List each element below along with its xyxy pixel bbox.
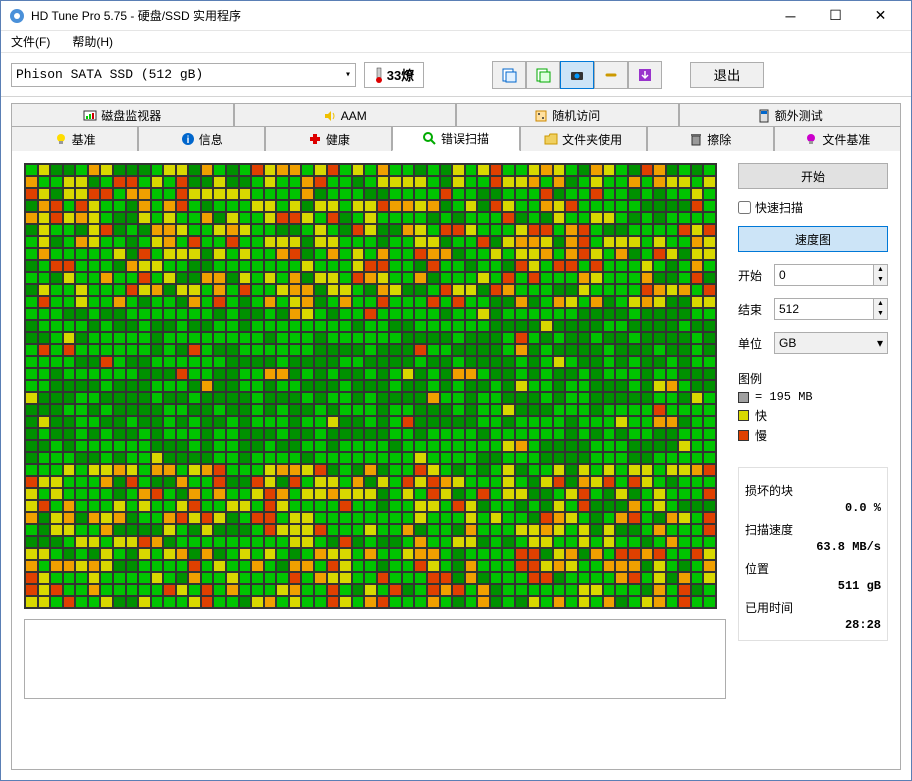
unit-field-label: 单位 [738, 335, 768, 352]
chevron-down-icon: ▾ [345, 69, 351, 81]
stats-panel: 损坏的块 0.0 % 扫描速度 63.8 MB/s 位置 511 gB 已用时间… [738, 467, 888, 641]
random-icon [534, 109, 548, 123]
magnifier-icon [423, 132, 437, 146]
app-icon [9, 8, 25, 24]
trash-icon [689, 132, 703, 146]
calculator-icon [757, 109, 771, 123]
tab-folder-usage[interactable]: 文件夹使用 [520, 126, 647, 151]
save-icon[interactable] [628, 61, 662, 89]
end-spinner[interactable]: ▲▼ [774, 298, 888, 320]
tab-health[interactable]: 健康 [265, 126, 392, 151]
drive-selector[interactable]: Phison SATA SSD (512 gB) ▾ [11, 63, 356, 87]
svg-text:i: i [186, 135, 189, 146]
link-icon[interactable] [594, 61, 628, 89]
menu-help[interactable]: 帮助(H) [68, 31, 117, 52]
screenshot-icon[interactable] [560, 61, 594, 89]
folder-icon [544, 132, 558, 146]
chevron-down-icon: ▾ [877, 336, 883, 350]
legend-block-icon [738, 392, 749, 403]
legend-title: 图例 [738, 370, 888, 387]
tab-info[interactable]: i信息 [138, 126, 265, 151]
thermometer-icon [374, 66, 384, 84]
copy-text-icon[interactable] [492, 61, 526, 89]
bulb-icon [54, 132, 68, 146]
tab-extra-tests[interactable]: 额外测试 [679, 103, 902, 127]
maximize-button[interactable]: ☐ [813, 2, 858, 30]
speed-map-button[interactable]: 速度图 [738, 226, 888, 252]
tab-disk-monitor[interactable]: 磁盘监视器 [11, 103, 234, 127]
minimize-button[interactable]: ─ [768, 2, 813, 30]
tab-benchmark[interactable]: 基准 [11, 126, 138, 151]
tab-error-scan[interactable]: 错误扫描 [392, 126, 519, 151]
unit-select[interactable]: GB▾ [774, 332, 888, 354]
health-icon [308, 132, 322, 146]
start-field-label: 开始 [738, 267, 768, 284]
speaker-icon [323, 109, 337, 123]
quick-scan-checkbox[interactable] [738, 201, 751, 214]
end-field-label: 结束 [738, 301, 768, 318]
output-log [24, 619, 726, 699]
monitor-icon [83, 109, 97, 123]
legend-slow-icon [738, 430, 749, 441]
legend-fast-icon [738, 410, 749, 421]
drive-selector-value: Phison SATA SSD (512 gB) [16, 67, 203, 82]
exit-button[interactable]: 退出 [690, 62, 764, 88]
temperature-value: 33燎 [387, 65, 414, 84]
close-button[interactable]: ✕ [858, 2, 903, 30]
block-heatmap [24, 163, 717, 609]
tab-random-access[interactable]: 随机访问 [456, 103, 679, 127]
menu-file[interactable]: 文件(F) [7, 31, 54, 52]
tab-aam[interactable]: AAM [234, 103, 457, 127]
file-bulb-icon [804, 132, 818, 146]
copy-data-icon[interactable] [526, 61, 560, 89]
quick-scan-label: 快速扫描 [755, 199, 803, 216]
tab-erase[interactable]: 擦除 [647, 126, 774, 151]
tab-file-benchmark[interactable]: 文件基准 [774, 126, 901, 151]
temperature-display: 33燎 [364, 62, 424, 88]
info-icon: i [181, 132, 195, 146]
window-title: HD Tune Pro 5.75 - 硬盘/SSD 实用程序 [31, 7, 768, 24]
legend: 图例 = 195 MB 快 慢 [738, 370, 888, 447]
start-spinner[interactable]: ▲▼ [774, 264, 888, 286]
start-button[interactable]: 开始 [738, 163, 888, 189]
